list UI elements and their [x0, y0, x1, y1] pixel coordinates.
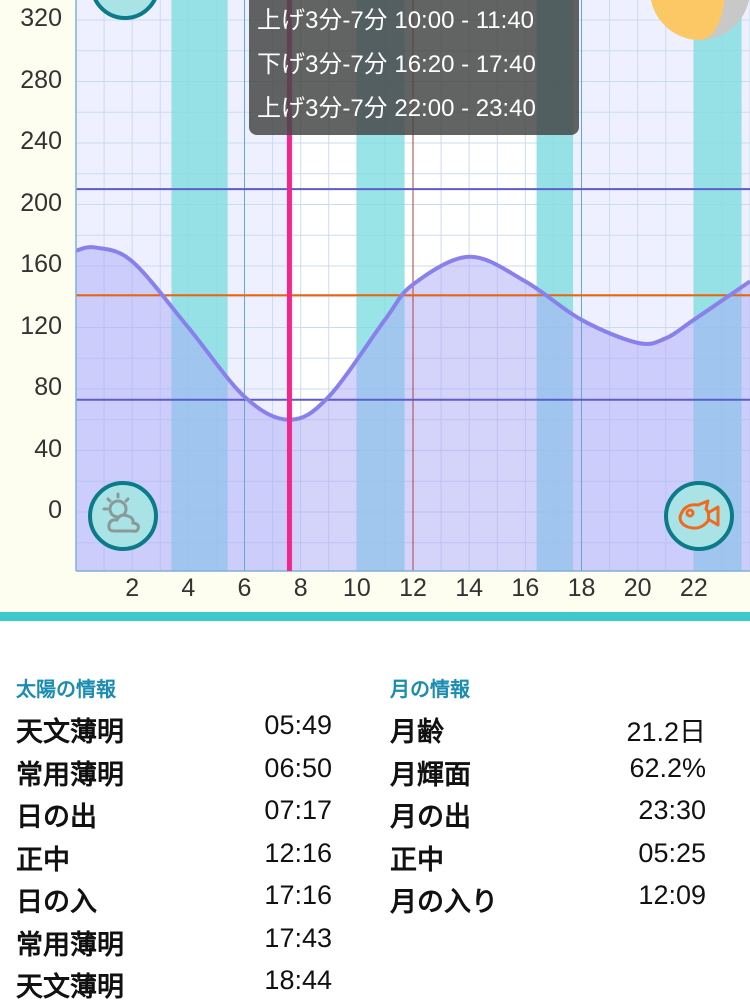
info-value: 23:30 [638, 795, 706, 825]
y-tick-label: 240 [20, 127, 62, 155]
y-tick-label: 320 [20, 4, 62, 32]
info-label: 常用薄明 [16, 929, 124, 960]
info-value: 12:09 [638, 880, 706, 910]
info-value: 07:17 [264, 795, 332, 825]
x-tick-label: 14 [455, 574, 484, 602]
info-label: 正中 [390, 844, 444, 875]
x-tick-label: 4 [181, 574, 196, 602]
info-value: 17:16 [264, 880, 332, 910]
x-tick-label: 2 [125, 574, 140, 602]
moon-info-title: 月の情報 [390, 679, 470, 701]
info-label: 正中 [16, 844, 70, 875]
info-value: 21.2日 [626, 717, 706, 747]
info-value: 05:49 [264, 710, 332, 740]
info-value: 12:16 [264, 837, 332, 868]
info-value: 62.2% [629, 752, 706, 783]
x-tick-label: 8 [293, 574, 308, 602]
tide-chart[interactable]: 320 280 240 200 160 120 80 40 0 2 4 6 8 10 12 14 16 18 20… [0, 0, 750, 612]
info-label: 月の入り [390, 887, 498, 917]
y-tick-label: 80 [34, 373, 62, 401]
y-tick-label: 40 [34, 434, 62, 463]
tooltip-line: 下げ3分-7分 16:20 - 17:40 [257, 51, 536, 78]
y-tick-label: 200 [20, 188, 62, 217]
x-tick-label: 16 [511, 574, 540, 602]
moon-phase-icon [651, 0, 749, 40]
y-tick-label: 280 [20, 65, 62, 94]
info-label: 天文薄明 [16, 972, 124, 1002]
x-tick-label: 6 [237, 574, 252, 602]
x-tick-label: 22 [679, 574, 708, 602]
info-label: 常用薄明 [16, 759, 124, 790]
x-tick-label: 12 [399, 574, 427, 602]
tooltip-line: 上げ3分-7分 10:00 - 11:40 [257, 7, 535, 34]
x-tick-label: 18 [567, 574, 596, 602]
x-tick-label: 20 [623, 574, 652, 602]
y-tick-label: 160 [20, 250, 62, 278]
info-label: 天文薄明 [16, 717, 124, 747]
tide-curve [75, 245, 750, 422]
info-value: 18:44 [264, 965, 332, 995]
sun-cloud-icon [102, 492, 140, 533]
x-tick-label: 10 [342, 574, 371, 602]
info-label: 日の入 [16, 887, 97, 917]
info-label: 月の出 [390, 802, 471, 832]
info-value: 05:25 [638, 837, 706, 868]
info-value: 06:50 [264, 752, 332, 783]
info-label: 月齢 [390, 717, 444, 747]
fish-icon [678, 499, 720, 530]
y-tick-label: 0 [48, 496, 62, 524]
section-divider [0, 612, 750, 621]
y-tick-label: 120 [20, 311, 62, 340]
info-label: 月輝面 [390, 759, 471, 790]
sun-info-title: 太陽の情報 [16, 679, 116, 701]
info-value: 17:43 [264, 922, 332, 953]
fish-button[interactable] [664, 481, 734, 551]
tide-tooltip: 上げ3分-7分 10:00 - 11:40 下げ3分-7分 16:20 - 17… [249, 0, 579, 135]
weather-button[interactable] [88, 481, 158, 551]
tooltip-line: 上げ3分-7分 22:00 - 23:40 [257, 95, 536, 122]
info-label: 日の出 [16, 802, 97, 832]
